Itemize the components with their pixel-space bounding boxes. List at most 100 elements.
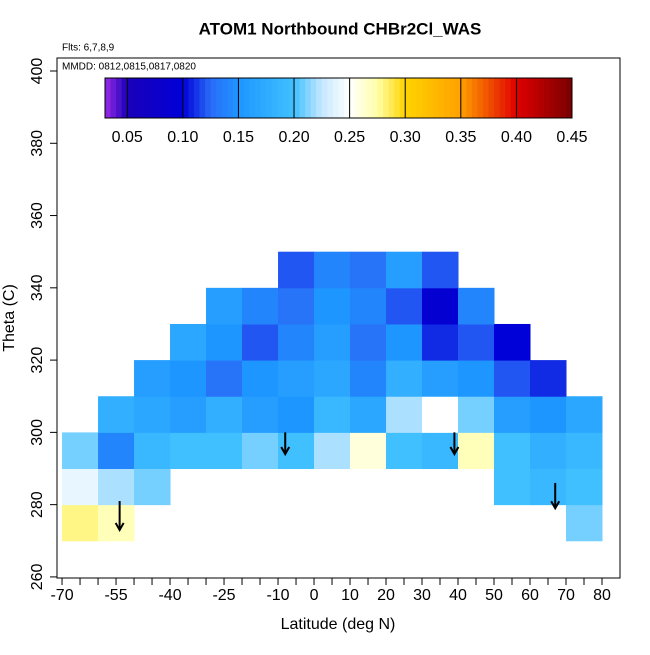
colorbar-slice — [399, 78, 406, 118]
colorbar-slice — [327, 78, 334, 118]
annotation: Flts: 6,7,8,9 — [62, 43, 115, 54]
heatmap-cell — [350, 323, 387, 361]
arrow-head — [114, 522, 125, 532]
colorbar-slice — [188, 78, 195, 118]
heatmap-cell — [530, 468, 567, 506]
colorbar-slice — [282, 78, 289, 118]
heatmap-cell — [386, 396, 423, 433]
colorbar-slice — [243, 78, 251, 118]
heatmap-cell — [242, 396, 279, 433]
heatmap-cell — [314, 323, 351, 361]
y-tick-label: 300 — [29, 419, 46, 446]
y-axis-label: Theta (C) — [1, 284, 18, 352]
colorbar-slice — [132, 78, 139, 118]
x-tick-label: 20 — [377, 587, 395, 604]
heatmap-cell — [314, 287, 351, 325]
colorbar-slice — [199, 78, 206, 118]
colorbar-slice — [305, 78, 312, 118]
colorbar-slice — [394, 78, 401, 118]
colorbar-slice — [316, 78, 323, 118]
colorbar-slice — [416, 78, 423, 118]
y-tick-label: 360 — [29, 202, 46, 229]
colorbar-slice — [544, 78, 551, 118]
x-tick-label: 30 — [413, 587, 431, 604]
colorbar-slice — [294, 78, 301, 118]
heatmap-cell — [494, 468, 531, 506]
colorbar-slice — [344, 78, 351, 118]
heatmap-cell — [98, 468, 135, 506]
x-tick-label: 70 — [557, 587, 575, 604]
colorbar-slice — [227, 78, 234, 118]
colorbar-slice — [533, 78, 540, 118]
colorbar-slice — [405, 78, 412, 118]
colorbar-slice — [221, 78, 228, 118]
heatmap-cell — [566, 432, 603, 470]
colorbar-slice — [143, 78, 150, 118]
colorbar-slice — [149, 78, 156, 118]
colorbar-tick-label: 0.30 — [390, 129, 421, 146]
plot-frame — [56, 57, 621, 579]
heatmap-cell — [422, 251, 459, 289]
colorbar-tick-label: 0.10 — [167, 129, 198, 146]
heatmap-cell — [134, 468, 171, 506]
arrow-head — [280, 446, 291, 457]
heatmap-cell — [278, 360, 315, 397]
colorbar-tick-label: 0.40 — [501, 129, 532, 146]
colorbar-slice — [332, 78, 339, 118]
colorbar-slice — [210, 78, 217, 118]
heatmap-cell — [314, 251, 351, 289]
colorbar-slice — [566, 78, 573, 118]
arrow-head — [449, 446, 460, 457]
heatmap-cell — [494, 432, 531, 470]
colorbar-tick-label: 0.20 — [278, 129, 309, 146]
heatmap-cell — [278, 287, 315, 325]
colorbar-slice — [466, 78, 473, 118]
x-tick-label: -55 — [104, 587, 127, 604]
heatmap-cell — [422, 323, 459, 361]
heatmap-cell — [170, 432, 207, 470]
heatmap-cell — [242, 323, 279, 361]
colorbar-slice — [260, 78, 267, 118]
x-tick-label: -40 — [158, 587, 181, 604]
heatmap-cell — [494, 360, 531, 397]
colorbar-slice — [321, 78, 328, 118]
colorbar-slice — [105, 78, 112, 118]
heatmap-cell — [98, 396, 135, 433]
heatmap-cell — [494, 396, 531, 433]
heatmap-cell — [278, 251, 315, 289]
heatmap-cell — [170, 323, 207, 361]
colorbar-slice — [505, 78, 512, 118]
colorbar-slice — [255, 78, 262, 118]
heatmap-cell — [422, 360, 459, 397]
colorbar-slice — [377, 78, 384, 118]
heatmap-cell — [350, 360, 387, 397]
colorbar-slice — [560, 78, 567, 118]
y-tick-label: 380 — [29, 130, 46, 157]
y-tick-label: 320 — [29, 347, 46, 374]
heatmap-cell — [350, 396, 387, 433]
heatmap-cell — [386, 360, 423, 397]
colorbar-slice — [499, 78, 506, 118]
colorbar-slice — [366, 78, 373, 118]
colorbar-slice — [238, 78, 245, 118]
colorbar-slice — [193, 78, 201, 118]
colorbar-slice — [349, 78, 356, 118]
colorbar-slice — [127, 78, 134, 118]
chart-title: ATOM1 Northbound CHBr2Cl_WAS — [199, 19, 482, 38]
colorbar-slice — [488, 78, 495, 118]
colorbar-slice — [177, 78, 184, 118]
colorbar-tick-label: 0.15 — [223, 129, 254, 146]
heatmap-cell — [278, 323, 315, 361]
heatmap-cell — [458, 396, 495, 433]
arrow — [550, 482, 561, 511]
heatmap-cell — [386, 287, 423, 325]
colorbar-slice — [249, 78, 256, 118]
x-tick-label: 50 — [485, 587, 503, 604]
x-tick-label: 40 — [449, 587, 467, 604]
x-tick-label: 10 — [341, 587, 359, 604]
heatmap-cell — [386, 432, 423, 470]
colorbar-slice — [494, 78, 501, 118]
colorbar-slice — [182, 78, 189, 118]
colorbar-slice — [138, 78, 145, 118]
heatmap-cell — [314, 432, 351, 470]
